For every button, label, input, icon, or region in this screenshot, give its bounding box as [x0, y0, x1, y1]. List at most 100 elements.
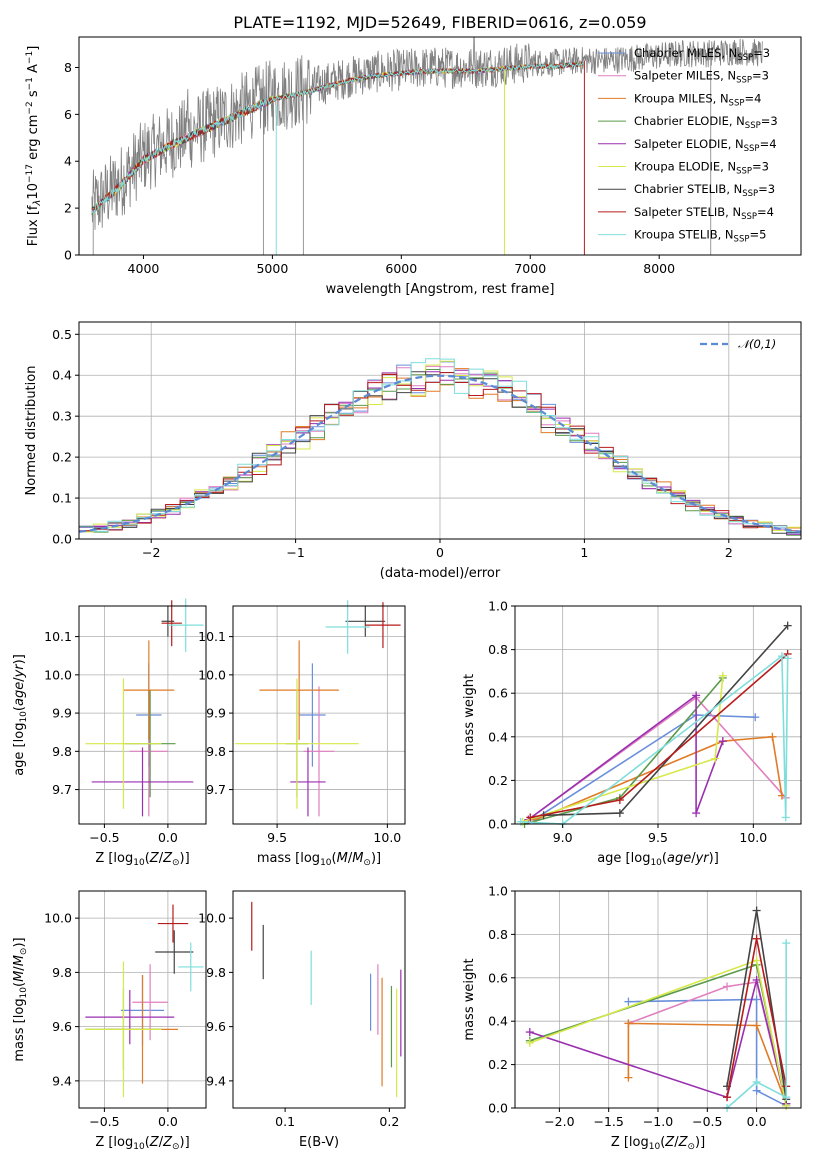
weight-marker — [752, 975, 761, 984]
x-tick-label: 0.2 — [379, 1114, 399, 1129]
y-tick-label: 9.7 — [206, 782, 226, 797]
x-tick-label: 0.0 — [158, 1114, 178, 1129]
weight-marker — [752, 934, 761, 943]
errorbar-point — [303, 686, 335, 817]
observed-spectrum — [91, 37, 763, 230]
x-tick-label: −1.5 — [594, 1114, 624, 1129]
weight-marker — [718, 737, 727, 746]
weight-marker — [526, 813, 535, 822]
residual-histogram-8 — [79, 372, 801, 532]
axes-frame — [78, 890, 207, 1109]
legend-entry: Kroupa ELODIE, NSSP=3 — [634, 160, 769, 177]
y-tick-label: 0.2 — [52, 450, 72, 465]
legend-entry: Chabrier STELIB, NSSP=3 — [634, 182, 775, 199]
x-tick-label: 0.0 — [747, 1114, 767, 1129]
x-tick-label: 6000 — [385, 261, 417, 276]
weight-marker — [777, 652, 786, 661]
legend-entry: Salpeter MILES, NSSP=3 — [634, 69, 769, 86]
y-tick-label: 10.1 — [44, 629, 72, 644]
weight-marker — [723, 1093, 732, 1102]
y-axis-label: mass [log10(M/M⊙)] — [12, 937, 29, 1061]
x-tick-label: −2 — [142, 545, 160, 560]
errorbar-point — [178, 942, 204, 992]
y-tick-label: 9.9 — [206, 706, 226, 721]
weight-marker — [752, 1077, 761, 1086]
x-tick-label: 0.1 — [275, 1114, 295, 1129]
y-tick-label: 9.7 — [52, 782, 72, 797]
y-tick-label: 0.2 — [488, 1057, 508, 1072]
legend-entry: Salpeter STELIB, NSSP=4 — [634, 205, 774, 222]
x-axis-label: Z [log10(Z/Z⊙)] — [95, 851, 189, 868]
x-tick-label: 10.0 — [373, 830, 401, 845]
y-tick-label: 10.0 — [44, 911, 72, 926]
y-tick-label: 0.1 — [52, 491, 72, 506]
y-tick-label: 2 — [64, 201, 72, 216]
weight-marker — [782, 939, 791, 948]
errorbar-point — [123, 640, 175, 740]
weight-series-8 — [530, 653, 789, 819]
x-axis-label: age [log10(age/yr)] — [597, 851, 719, 868]
x-axis-label: Z [log10(Z/Z⊙)] — [95, 1135, 189, 1152]
legend-entry: Kroupa STELIB, NSSP=5 — [634, 228, 766, 245]
y-tick-label: 1.0 — [488, 884, 508, 899]
y-tick-label: 0.4 — [488, 1014, 508, 1029]
y-tick-label: 0.0 — [488, 817, 508, 832]
y-tick-label: 9.9 — [52, 706, 72, 721]
weight-marker — [525, 1028, 534, 1037]
weight-marker — [783, 654, 792, 663]
y-tick-label: 10.0 — [198, 667, 226, 682]
x-axis-label: wavelength [Angstrom, rest frame] — [326, 282, 555, 297]
weight-marker — [615, 809, 624, 818]
weight-marker — [752, 906, 761, 915]
x-tick-label: 0.0 — [158, 830, 178, 845]
residual-histogram-9 — [79, 358, 801, 533]
x-tick-label: −1.0 — [643, 1114, 673, 1129]
x-tick-label: 7000 — [514, 261, 546, 276]
weight-series-5 — [529, 979, 787, 1104]
weight-marker — [692, 809, 701, 818]
residual-histogram-6 — [79, 360, 801, 533]
errorbar-point — [85, 678, 162, 809]
weight-series-1 — [628, 998, 787, 1107]
y-tick-label: 9.8 — [52, 965, 72, 980]
x-tick-label: −0.5 — [692, 1114, 722, 1129]
legend-entry: 𝒩(0,1) — [738, 337, 776, 351]
x-tick-label: 9.5 — [267, 830, 287, 845]
x-tick-label: 2 — [725, 545, 733, 560]
y-tick-label: 9.8 — [52, 744, 72, 759]
x-tick-label: −0.5 — [89, 830, 119, 845]
mass-age-chart: 9.5 10.0 9.7 9.8 9.9 10.0 10.1 mass [log10(M/M⊙… — [198, 600, 406, 868]
axes-frame — [232, 605, 406, 825]
errorbar-point — [85, 961, 162, 1098]
age-weight-chart: 9.0 9.5 10.0 0.0 0.2 0.4 0.6 0.8 1.0 age [log10(a… — [462, 599, 802, 868]
y-axis-label: age [log10(age/yr)] — [12, 654, 29, 776]
x-tick-label: 5000 — [256, 261, 288, 276]
weight-marker — [783, 621, 792, 630]
weight-marker — [718, 671, 727, 680]
x-tick-label: 8000 — [643, 261, 675, 276]
x-tick-label: −1 — [286, 545, 304, 560]
y-tick-label: 0.0 — [52, 532, 72, 547]
axes-frame — [78, 36, 802, 256]
y-tick-label: 0.8 — [488, 642, 508, 657]
errorbar-point — [161, 600, 182, 647]
legend-entry: Salpeter ELODIE, NSSP=4 — [634, 137, 777, 154]
weight-marker — [781, 813, 790, 822]
weight-marker — [624, 1019, 633, 1028]
weight-marker — [723, 982, 732, 991]
errorbar-point — [132, 964, 168, 1041]
errorbar-point — [299, 663, 326, 767]
ebv-mass-chart: 0.1 0.2 9.4 9.6 9.8 10.0 E(B-V) — [198, 890, 406, 1150]
weight-marker — [752, 956, 761, 965]
x-tick-label: 4000 — [128, 261, 160, 276]
y-tick-label: 9.4 — [206, 1073, 226, 1088]
spectrum-plot-area — [91, 37, 763, 255]
weight-series-3 — [535, 735, 783, 821]
y-tick-label: 9.8 — [206, 965, 226, 980]
y-tick-label: 0.8 — [488, 927, 508, 942]
x-axis-label: E(B-V) — [299, 1135, 339, 1150]
x-tick-label: 1 — [580, 545, 588, 560]
weight-marker — [752, 995, 761, 1004]
weight-marker — [624, 1073, 633, 1082]
errorbar-point — [345, 606, 386, 637]
